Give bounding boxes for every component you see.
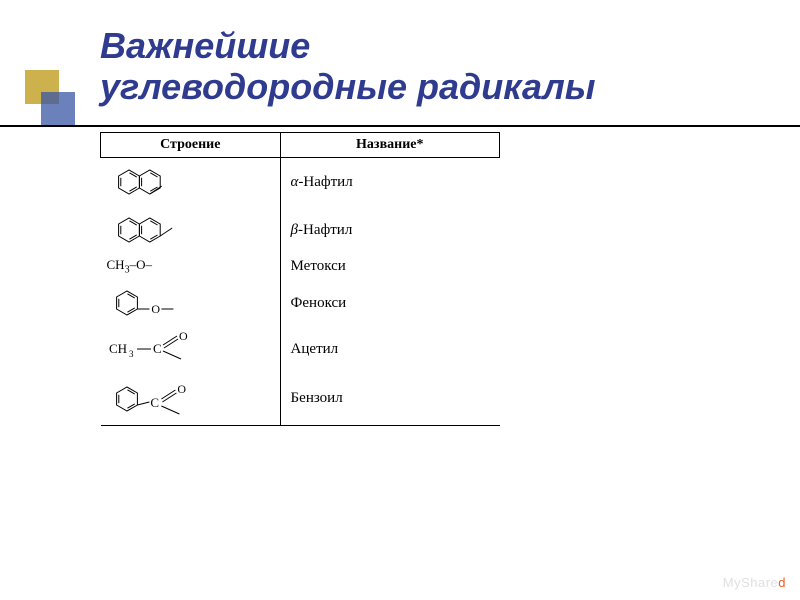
name-cell: Фенокси [280, 279, 499, 327]
col-header-structure: Строение [101, 133, 281, 158]
table-row: α-Нафтил [101, 158, 500, 207]
title-heading: Важнейшие углеводородные радикалы [100, 25, 740, 108]
name-cell: α-Нафтил [280, 158, 499, 207]
table-row: O Фенокси [101, 279, 500, 327]
table-body: α-Нафтилβ-НафтилCH3–O–МетоксиOФеноксиCH3… [101, 158, 500, 426]
structure-cell: CH3 C O [101, 327, 281, 371]
col-header-name: Название* [280, 133, 499, 158]
svg-text:CH: CH [109, 341, 127, 356]
table-row: COБензоил [101, 371, 500, 426]
table-row: CH3–O–Метокси [101, 254, 500, 279]
table-row: β-Нафтил [101, 206, 500, 254]
svg-text:3: 3 [129, 349, 134, 359]
svg-text:O: O [179, 329, 188, 343]
svg-text:C: C [150, 395, 159, 410]
watermark: MyShared [723, 575, 786, 590]
structure-cell: O [101, 279, 281, 327]
table-row: CH3 C O Ацетил [101, 327, 500, 371]
radicals-table-wrap: Строение Название* α-Нафтилβ-НафтилCH3–O… [100, 132, 500, 426]
title-line-2: углеводородные радикалы [100, 66, 596, 107]
structure-cell [101, 158, 281, 207]
radicals-table: Строение Название* α-Нафтилβ-НафтилCH3–O… [100, 132, 500, 426]
structure-cell: CO [101, 371, 281, 426]
slide: Важнейшие углеводородные радикалы Строен… [0, 0, 800, 600]
structure-cell: CH3–O– [101, 254, 281, 279]
svg-text:C: C [153, 341, 162, 356]
title-underline [0, 125, 800, 127]
watermark-accent: d [778, 575, 786, 590]
watermark-prefix: MyShare [723, 575, 779, 590]
svg-text:O: O [177, 382, 186, 396]
structure-cell [101, 206, 281, 254]
name-cell: Ацетил [280, 327, 499, 371]
table-header-row: Строение Название* [101, 133, 500, 158]
title-line-1: Важнейшие [100, 25, 310, 66]
name-cell: Метокси [280, 254, 499, 279]
name-cell: β-Нафтил [280, 206, 499, 254]
slide-title: Важнейшие углеводородные радикалы [100, 25, 740, 108]
name-cell: Бензоил [280, 371, 499, 426]
svg-text:O: O [151, 302, 160, 316]
